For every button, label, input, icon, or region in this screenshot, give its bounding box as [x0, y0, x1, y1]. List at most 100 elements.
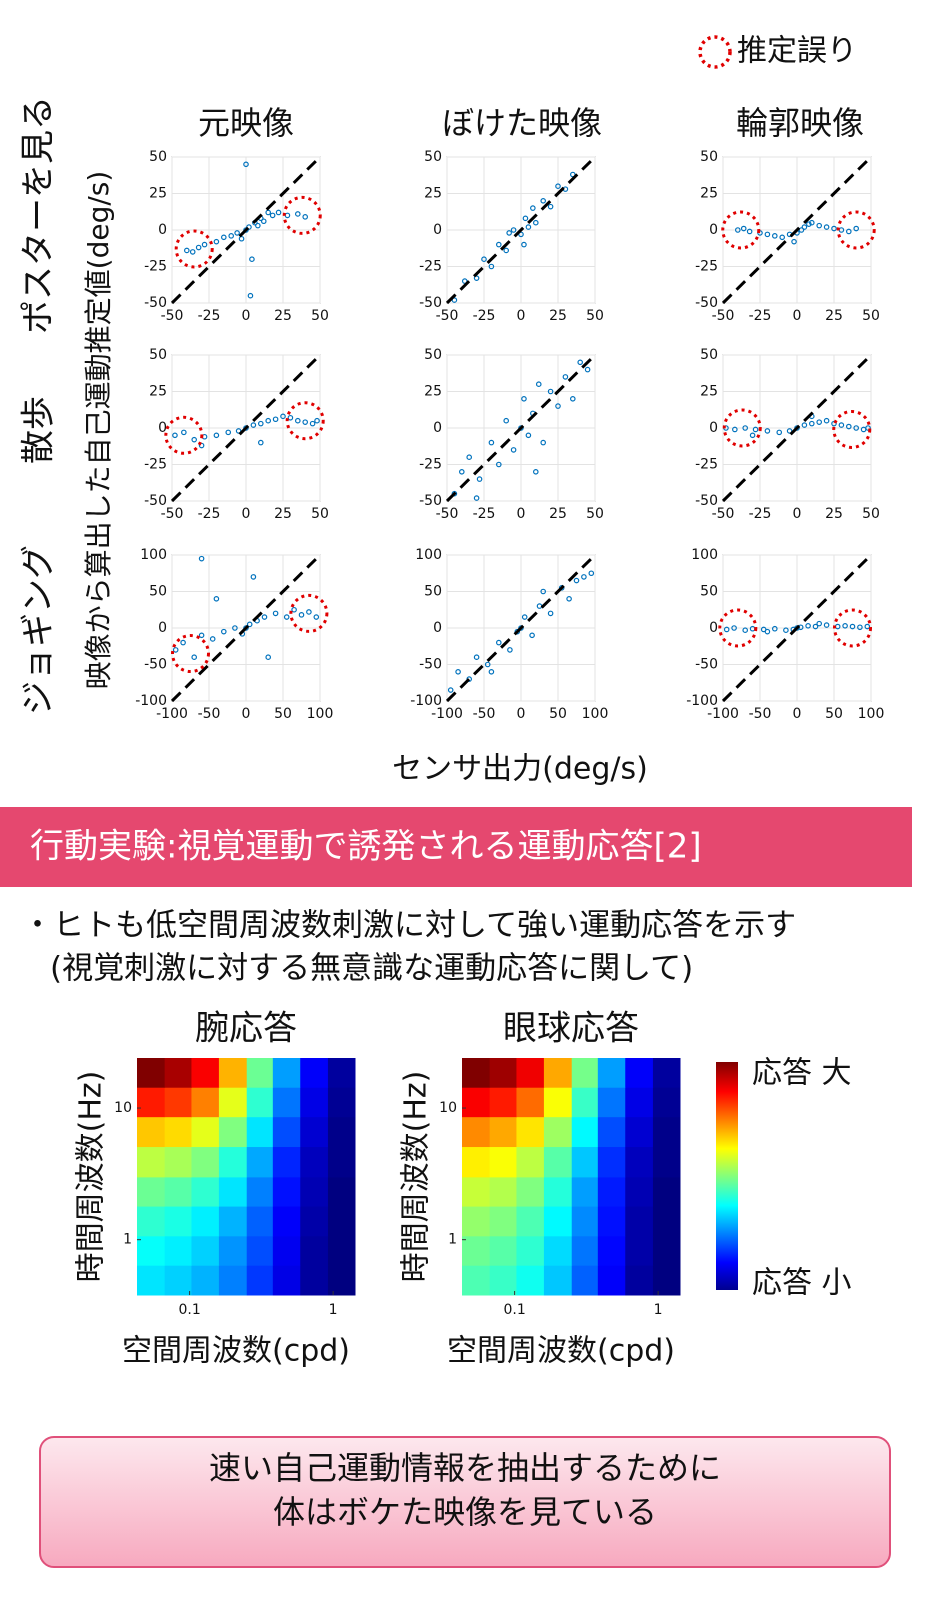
- heat-cell: [543, 1116, 573, 1148]
- error-region: [721, 210, 761, 250]
- y-tick-label: -100: [410, 693, 442, 709]
- point: [732, 426, 738, 433]
- y-tick-label: -25: [419, 457, 442, 473]
- bullet: ・ヒトも低空間周波数刺激に対して強い運動応答を示す: [22, 908, 796, 944]
- x-tick-label: 50: [586, 308, 604, 324]
- point: [752, 426, 759, 433]
- heat-cell: [625, 1116, 654, 1148]
- point: [458, 468, 465, 475]
- heat-cell: [516, 1058, 545, 1088]
- point: [849, 623, 856, 630]
- heat-cell: [652, 1058, 681, 1088]
- point: [742, 627, 749, 633]
- point: [221, 234, 227, 241]
- point: [806, 221, 812, 227]
- point: [228, 233, 235, 239]
- heat-cell: [137, 1116, 166, 1148]
- heat-cell: [218, 1235, 248, 1266]
- point: [313, 614, 320, 620]
- point: [532, 468, 539, 475]
- point: [518, 425, 524, 431]
- heat-cell: [218, 1087, 248, 1118]
- point: [522, 215, 529, 222]
- heat-cell: [516, 1235, 545, 1266]
- point: [764, 428, 771, 434]
- point: [314, 417, 320, 424]
- heat-cell: [164, 1265, 192, 1296]
- point: [731, 625, 737, 631]
- point: [853, 225, 860, 232]
- point: [547, 203, 554, 210]
- point: [260, 218, 267, 225]
- heat-cell: [571, 1206, 599, 1237]
- y-tick-label: 100: [691, 547, 718, 563]
- heat-cell: [597, 1087, 626, 1118]
- point: [569, 395, 576, 402]
- point: [257, 439, 264, 446]
- heat-cell: [652, 1176, 681, 1207]
- heat-cell: [571, 1265, 599, 1296]
- point: [503, 417, 510, 424]
- heat-cell: [543, 1235, 573, 1266]
- y-tick-label: 25: [149, 186, 167, 202]
- heat-cell: [597, 1206, 626, 1237]
- heat-cell: [597, 1146, 626, 1178]
- column-title: 輪郭映像: [736, 104, 864, 142]
- heat-cell: [327, 1087, 356, 1118]
- heat-cell: [246, 1235, 274, 1266]
- x-tick-label: 0.1: [503, 1302, 525, 1318]
- y-tick-label: 0: [709, 420, 718, 436]
- heat-cell: [489, 1265, 517, 1296]
- point: [742, 425, 749, 431]
- x-axis-label: センサ出力(deg/s): [392, 752, 648, 787]
- point: [466, 454, 473, 461]
- point: [801, 422, 808, 428]
- point: [823, 622, 830, 628]
- point: [243, 625, 249, 631]
- heat-cell: [462, 1087, 491, 1118]
- point: [555, 183, 561, 190]
- heat-cell: [516, 1176, 545, 1207]
- y-tick-label: 25: [700, 384, 718, 400]
- heat-cell: [246, 1146, 274, 1178]
- heat-cell: [516, 1087, 545, 1118]
- y-tick-label: 50: [149, 149, 167, 165]
- point: [507, 647, 513, 653]
- point: [746, 228, 753, 235]
- point: [510, 227, 517, 233]
- error-region: [282, 195, 322, 235]
- point: [838, 422, 845, 428]
- point: [865, 425, 871, 431]
- point: [783, 627, 789, 633]
- point: [181, 429, 187, 436]
- x-tick-label: -25: [473, 308, 496, 324]
- x-tick-label: 0: [242, 506, 251, 522]
- heat-cell: [300, 1265, 329, 1296]
- heat-cell: [272, 1058, 301, 1088]
- y-tick-label: -50: [419, 657, 442, 673]
- heat-cell: [489, 1235, 517, 1266]
- heat-cell: [597, 1116, 626, 1148]
- heat-cell: [164, 1116, 192, 1148]
- point: [473, 275, 480, 281]
- heat-cell: [246, 1265, 274, 1296]
- point: [198, 555, 205, 562]
- heat-cell: [597, 1176, 626, 1207]
- point: [249, 256, 255, 263]
- point: [213, 595, 220, 602]
- point: [309, 420, 316, 427]
- legend-symbol: [698, 35, 732, 69]
- heat-cell: [218, 1206, 248, 1237]
- point: [243, 425, 249, 431]
- point: [172, 647, 179, 653]
- heat-cell: [300, 1235, 329, 1266]
- heat-cell: [300, 1058, 329, 1088]
- x-tick-label: 0: [793, 308, 802, 324]
- x-tick-label: -50: [749, 706, 772, 722]
- x-tick-label: 100: [307, 706, 334, 722]
- point: [734, 227, 741, 233]
- heat-cell: [543, 1146, 573, 1178]
- heat-cell: [543, 1265, 573, 1296]
- x-tick-label: 25: [274, 308, 292, 324]
- heat-cell: [625, 1146, 654, 1178]
